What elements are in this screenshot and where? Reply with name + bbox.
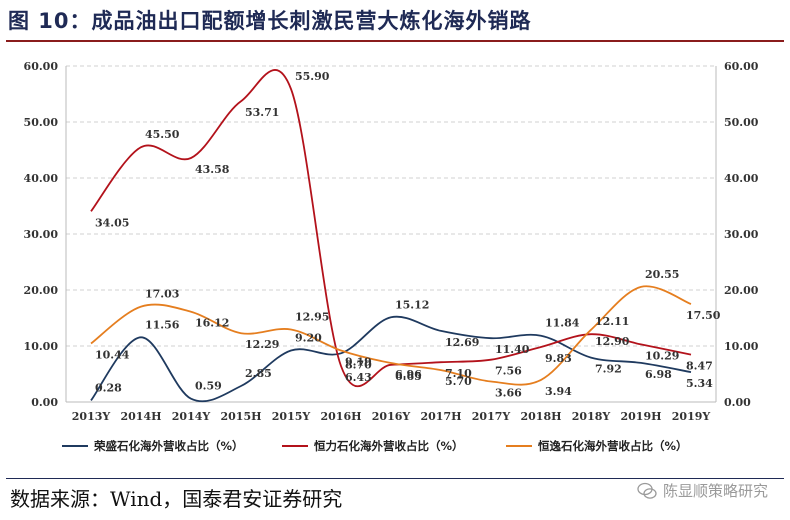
y-tick-label: 60.00: [24, 60, 59, 73]
legend-label-2: 恒力石化海外营收占比（%）: [314, 439, 464, 453]
data-label: 12.11: [595, 315, 629, 328]
data-label: 11.84: [545, 317, 580, 330]
data-label: 9.20: [295, 331, 322, 344]
data-label: 6.98: [645, 368, 672, 381]
data-label: 6.65: [395, 370, 422, 383]
data-label: 10.29: [645, 349, 679, 362]
x-tick-label: 2016H: [320, 410, 361, 423]
data-label: 12.29: [245, 338, 279, 351]
x-tick-label: 2014H: [120, 410, 161, 423]
data-label: 53.71: [245, 106, 279, 119]
legend-label-3: 恒逸石化海外营收占比（%）: [538, 439, 688, 453]
x-tick-label: 2017H: [420, 410, 461, 423]
data-label: 55.90: [295, 70, 330, 83]
data-label: 5.70: [445, 375, 472, 388]
x-tick-label: 2016Y: [372, 410, 411, 423]
data-label: 3.66: [495, 387, 522, 400]
chart-axes: 0.00 10.00 20.00 30.00 40.00 50.00 60.00 0.00 10…: [24, 60, 759, 423]
data-label: 17.50: [686, 309, 721, 322]
title-rule: [6, 40, 784, 42]
data-label: 7.56: [495, 365, 522, 378]
data-label: 16.12: [195, 317, 229, 330]
data-label: 2.85: [245, 367, 272, 380]
chart-legend: 荣盛石化海外营收占比（%） 恒力石化海外营收占比（%） 恒逸石化海外营收占比（%）: [62, 439, 688, 453]
y2-tick-label: 30.00: [724, 228, 759, 241]
data-label: 7.10: [445, 367, 472, 380]
data-label: 6.96: [395, 368, 422, 381]
y2-tick-label: 60.00: [724, 60, 759, 73]
y-tick-label: 50.00: [24, 116, 59, 129]
wechat-icon: [637, 482, 657, 499]
x-tick-label: 2017Y: [472, 410, 511, 423]
y-tick-label: 40.00: [24, 172, 59, 185]
data-label: 3.94: [545, 385, 572, 398]
y-tick-label: 0.00: [31, 396, 58, 409]
y-tick-label: 20.00: [24, 284, 59, 297]
data-label: 6.43: [345, 371, 372, 384]
x-tick-label: 2019Y: [672, 410, 711, 423]
x-tick-label: 2013Y: [72, 410, 111, 423]
chart-grid: [66, 65, 716, 347]
y2-tick-label: 50.00: [724, 116, 759, 129]
chart-data-labels: 0.28 11.56 0.59 2.85 9.20 8.70 15.12 12.69 11.40…: [95, 70, 721, 400]
watermark-text: 陈显顺策略研究: [662, 482, 768, 500]
data-label: 0.59: [195, 380, 222, 393]
data-label: 11.56: [145, 318, 180, 331]
data-label: 17.03: [145, 288, 179, 301]
line-chart: 0.00 10.00 20.00 30.00 40.00 50.00 60.00 0.00 10…: [24, 60, 759, 453]
x-tick-label: 2018Y: [572, 410, 611, 423]
data-label: 8.47: [686, 360, 713, 373]
y2-tick-label: 10.00: [724, 340, 759, 353]
data-label: 9.83: [545, 352, 572, 365]
y2-tick-label: 40.00: [724, 172, 759, 185]
x-tick-label: 2015H: [220, 410, 261, 423]
figure-title: 图 10：成品油出口配额增长刺激民营大炼化海外销路: [8, 9, 532, 33]
data-label: 43.58: [195, 163, 230, 176]
data-label: 20.55: [645, 268, 679, 281]
data-label: 7.92: [595, 363, 622, 376]
data-label: 12.90: [595, 335, 630, 348]
watermark: 陈显顺策略研究: [637, 478, 768, 504]
series-line-1: [90, 315, 692, 403]
y2-tick-label: 20.00: [724, 284, 759, 297]
data-label: 11.40: [495, 343, 530, 356]
series-line-3: [90, 285, 692, 386]
data-label: 12.69: [445, 336, 479, 349]
data-label: 10.44: [95, 349, 130, 362]
y-tick-label: 30.00: [24, 228, 59, 241]
data-label: 5.34: [686, 377, 713, 390]
data-label: 15.12: [395, 298, 429, 311]
data-label: 12.95: [295, 310, 329, 323]
data-label: 8.70: [345, 358, 372, 371]
y-tick-label: 10.00: [24, 340, 59, 353]
legend-label-1: 荣盛石化海外营收占比（%）: [93, 439, 244, 453]
x-tick-label: 2019H: [620, 410, 661, 423]
data-label: 9.19: [345, 356, 372, 369]
x-tick-label: 2015Y: [272, 410, 311, 423]
x-tick-label: 2018H: [520, 410, 561, 423]
x-tick-label: 2014Y: [172, 410, 211, 423]
chart-lines: [90, 69, 692, 403]
y2-tick-label: 0.00: [724, 396, 751, 409]
data-label: 34.05: [95, 216, 129, 229]
data-label: 45.50: [145, 128, 180, 141]
footer-rule: [6, 478, 784, 479]
series-line-2: [90, 69, 692, 388]
data-label: 0.28: [95, 381, 122, 394]
source-note: 数据来源：Wind，国泰君安证券研究: [10, 487, 343, 511]
